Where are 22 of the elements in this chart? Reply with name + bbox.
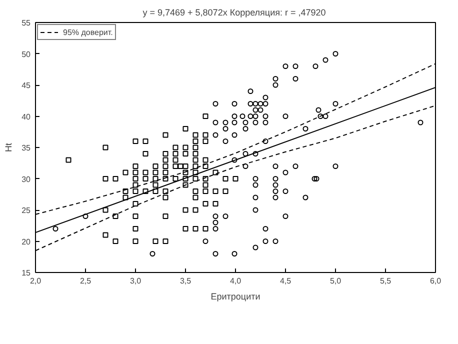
y-tick-label: 45: [22, 81, 32, 90]
x-axis-title: Еритроцити: [210, 292, 260, 302]
x-tick-label: 4,0: [230, 276, 242, 286]
x-tick-label: 4,5: [280, 276, 292, 286]
y-tick-label: 15: [22, 268, 32, 278]
legend-label: 95% доверит.: [63, 27, 113, 37]
y-tick-label: 55: [22, 18, 32, 28]
x-tick-label: 3,5: [180, 276, 192, 286]
y-tick-label: 25: [22, 206, 32, 215]
x-tick-label: 5,5: [380, 276, 392, 286]
x-tick-label: 3,0: [130, 276, 142, 286]
y-tick-label: 30: [22, 174, 32, 184]
y-tick-label: 20: [22, 237, 32, 246]
x-tick-label: 2,0: [30, 276, 42, 286]
x-tick-label: 2,5: [80, 276, 92, 286]
x-tick-label: 5,0: [330, 276, 342, 286]
y-tick-label: 50: [22, 50, 32, 59]
x-tick-label: 6,0: [430, 276, 442, 286]
y-axis-title: Ht: [4, 142, 14, 152]
y-tick-label: 40: [22, 112, 32, 122]
y-tick-label: 35: [22, 144, 32, 152]
chart-title: y = 9,7469 + 5,8072x Корреляция: r = ,47920: [142, 8, 326, 18]
